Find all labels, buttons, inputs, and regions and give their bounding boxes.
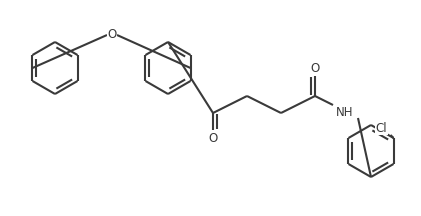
Text: O: O [208,132,218,145]
Text: O: O [310,62,320,75]
Text: O: O [107,29,117,41]
Text: Cl: Cl [376,121,387,135]
Text: NH: NH [336,106,354,119]
